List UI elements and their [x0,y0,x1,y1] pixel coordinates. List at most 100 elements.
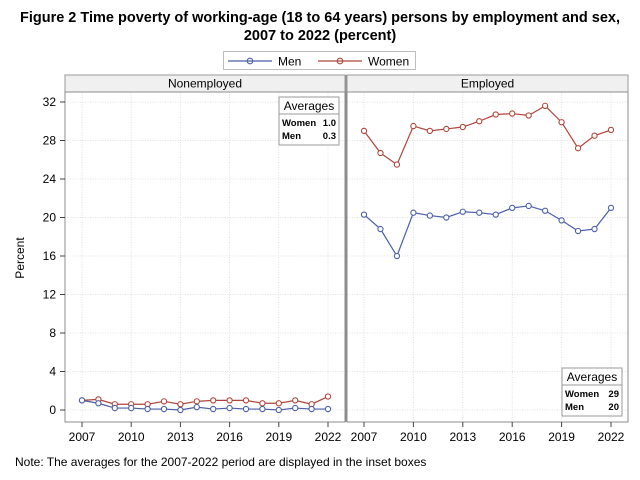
averages-inset: Averages Women 1.0 Men 0.3 [278,96,340,146]
series-men [78,397,332,414]
data-point [574,227,582,235]
data-point [426,127,434,135]
data-point [360,211,368,218]
data-point [525,202,532,210]
averages-box [278,96,340,146]
y-tick-label: 16 [43,249,57,263]
legend-swatch-marker [246,57,254,65]
panel-label: Employed [461,77,514,91]
x-tick-label: 2022 [598,430,625,444]
data-point [308,405,315,413]
data-point [525,112,532,119]
data-point [275,400,282,407]
averages-row-value: 29 [608,389,619,400]
y-tick-label: 24 [43,172,57,186]
data-point [426,212,434,219]
series-line [363,105,612,166]
data-point [128,404,135,412]
data-point [574,145,582,152]
y-tick-label: 8 [49,326,56,340]
gridlines [347,92,628,422]
y-tick-label: 20 [43,211,57,225]
data-point [259,400,266,407]
x-axis: 2007 2010 2013 2016 2019 2022 [69,422,342,444]
x-tick-label: 2022 [315,430,342,444]
y-tick-label: 0 [49,403,56,417]
averages-box [561,367,623,417]
x-tick-label: 2010 [400,430,427,444]
averages-row-value: 20 [608,402,619,413]
series-line [81,395,329,405]
averages-row-label: Women [282,118,316,129]
data-point [78,397,86,404]
legend-item-women: Women [318,55,409,69]
data-point [193,398,200,405]
averages-row-label: Men [282,131,301,142]
data-point [591,225,598,233]
data-point [292,404,299,412]
y-tick-label: 32 [43,95,57,109]
averages-title: Averages [567,370,617,384]
data-point [377,149,384,157]
x-tick-label: 2010 [118,430,145,444]
series-women [360,102,615,168]
panel-employed: Employed 2007 2010 2013 2016 2019 2022 Averages… [346,74,629,444]
legend-swatch-marker [336,57,344,65]
data-point [459,208,466,215]
data-point [377,225,384,233]
series-line [81,399,328,411]
y-axis: 0 4 8 12 16 20 24 28 32 [43,95,65,417]
data-point [541,102,549,109]
data-point [410,122,417,130]
data-point [607,204,615,212]
x-tick-label: 2016 [499,430,526,444]
data-point [226,404,233,412]
data-point [591,132,598,139]
averages-row-value: 1.0 [323,118,336,129]
chart-title-line-1: Figure 2 Time poverty of working-age (18… [19,10,621,26]
footnote: Note: The averages for the 2007-2022 per… [15,455,427,469]
data-point [393,161,401,168]
legend-label: Men [278,55,301,69]
data-point [177,406,184,414]
x-tick-label: 2013 [449,430,476,444]
data-point [541,207,549,214]
data-point [410,209,417,216]
data-point [193,403,200,411]
data-point [492,211,499,218]
averages-row-label: Women [565,389,599,400]
x-tick-label: 2019 [265,430,292,444]
series-men [360,202,615,260]
data-point [95,400,102,407]
x-tick-label: 2016 [216,430,243,444]
averages-title: Averages [284,99,334,113]
data-point [292,397,299,404]
legend-items: Men Women [228,55,409,69]
series-line [363,205,612,258]
chart-title-line-2: 2007 to 2022 (percent) [243,28,397,44]
data-point [509,204,516,212]
data-point [443,214,450,221]
data-point [259,405,266,413]
panel-label: Nonemployed [168,77,242,91]
data-point [210,397,217,404]
data-point [324,405,332,413]
x-tick-label: 2007 [69,430,96,444]
data-point [111,404,118,412]
averages-inset: Averages Women 29 Men 20 [561,367,623,417]
data-point [210,405,217,413]
x-tick-label: 2013 [167,430,194,444]
y-tick-label: 28 [43,134,57,148]
data-point [242,397,250,404]
averages-row-value: 0.3 [323,131,336,142]
panel-border [64,91,346,423]
data-point [558,217,565,224]
data-point [476,118,483,125]
data-point [509,110,516,117]
x-tick-label: 2019 [548,430,575,444]
data-point [443,125,450,133]
